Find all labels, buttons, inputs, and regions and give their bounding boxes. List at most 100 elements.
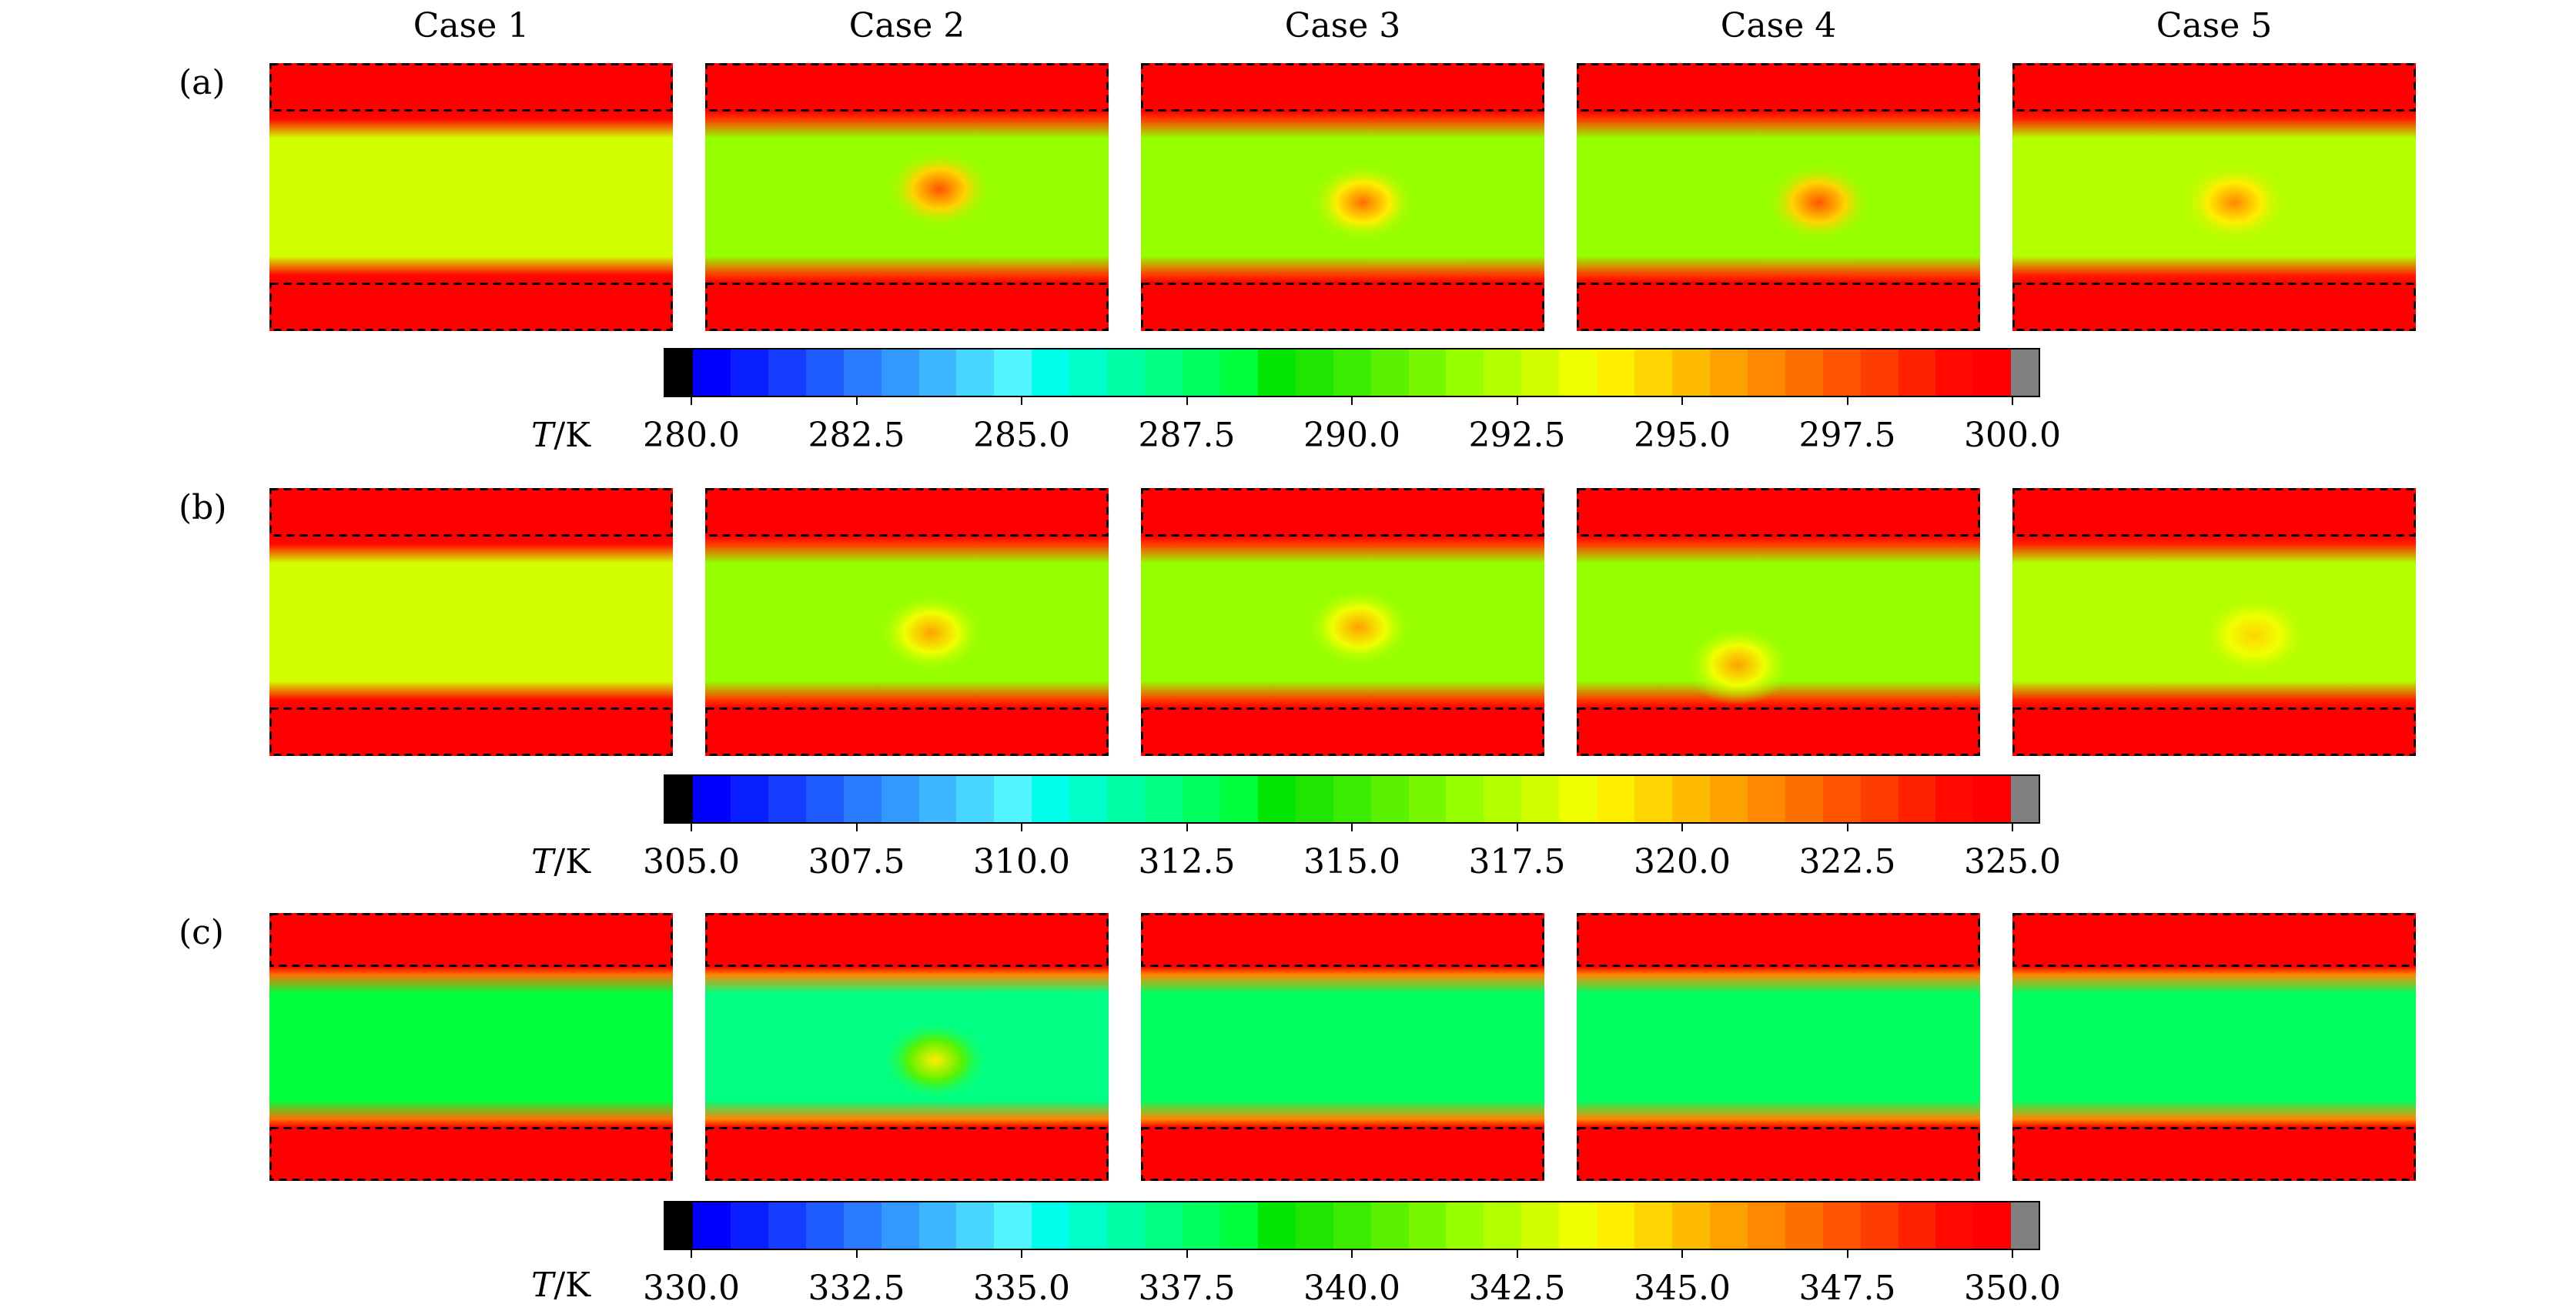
case-title-5: Case 5 [2156,6,2273,45]
colorbar-swatch [994,776,1032,822]
colorbar-swatch [1257,776,1296,822]
colorbar-tick-label: 332.5 [808,1269,905,1308]
colorbar-swatch [805,776,844,822]
hotspot [1304,587,1413,667]
colorbar-swatch [1559,1202,1597,1249]
row-label-c: (c) [179,913,224,952]
hotspot [2180,162,2289,242]
colorbar-swatch [1069,349,1108,396]
temperature-field [269,913,673,1181]
wall-region-outline [2012,63,2416,112]
wall-region-outline [269,63,673,112]
colorbar-swatch [665,776,693,822]
hotspot [881,1020,989,1101]
contour-panel [1577,488,1980,756]
colorbar-swatch [2011,776,2039,822]
temperature-field [1577,488,1980,756]
colorbar-swatch [1709,776,1748,822]
unit-text: /K [554,842,591,881]
hotspot [885,149,993,229]
colorbar-swatch [1822,1202,1861,1249]
colorbar-swatch [1182,776,1220,822]
colorbar-swatch [918,776,957,822]
colorbar-swatch [1145,349,1183,396]
hotspot [1765,162,1873,242]
colorbar-tick-mark [1021,397,1022,405]
colorbar-swatch [1935,349,1974,396]
colorbar-b-unit: T/K [531,842,590,881]
colorbar-swatch [956,1202,995,1249]
wall-region-outline [1141,283,1544,331]
colorbar-swatch [1408,349,1447,396]
row-label-b: (b) [179,488,227,527]
colorbar-swatch [918,349,957,396]
colorbar-tick-mark [1351,824,1353,831]
temperature-field [1141,913,1544,1181]
colorbar-swatch [881,776,919,822]
colorbar-tick-label: 320.0 [1634,842,1731,881]
colorbar-tick-label: 315.0 [1303,842,1400,881]
colorbar-swatch [730,1202,768,1249]
colorbar-swatch [1032,1202,1070,1249]
colorbar-swatch [1973,776,2012,822]
wall-region-outline [2012,707,2416,756]
wall-region-outline [1577,913,1980,967]
colorbar-tick-mark [691,397,692,405]
colorbar-swatch [1182,349,1220,396]
colorbar-swatch [1822,349,1861,396]
colorbar-swatch [1747,349,1785,396]
colorbar-swatch [1069,776,1108,822]
colorbar-swatch [1935,776,1974,822]
colorbar-swatch [1709,349,1748,396]
wall-region-outline [1141,488,1544,537]
colorbar-swatch [918,1202,957,1249]
colorbar-tick-mark [855,824,858,831]
colorbar-swatch [730,349,768,396]
wall-region-outline [1577,488,1980,537]
wall-region-outline [2012,283,2416,331]
colorbar-tick-label: 292.5 [1468,416,1566,455]
colorbar-swatch [1107,1202,1146,1249]
colorbar-swatch [1295,349,1333,396]
colorbar-swatch [1145,1202,1183,1249]
colorbar-swatch [730,776,768,822]
colorbar-tick-label: 300.0 [1964,416,2061,455]
colorbar-swatch [768,349,806,396]
wall-region-outline [269,913,673,967]
colorbar-swatch [1559,776,1597,822]
colorbar-swatch [1935,1202,1974,1249]
colorbar-swatch [805,1202,844,1249]
colorbar-tick-label: 307.5 [808,842,905,881]
colorbar-swatch [1785,349,1823,396]
colorbar-swatch [693,776,731,822]
colorbar-swatch [1671,776,1710,822]
colorbar-tick-label: 347.5 [1798,1269,1896,1308]
wall-region-outline [1577,63,1980,112]
colorbar-swatch [1671,1202,1710,1249]
case-title-2: Case 2 [848,6,965,45]
colorbar-tick-label: 345.0 [1634,1269,1731,1308]
colorbar-swatch [1860,349,1899,396]
unit-text: /K [554,1266,591,1305]
colorbar-tick-label: 340.0 [1303,1269,1400,1308]
wall-region-outline [269,488,673,537]
colorbar-swatch [693,349,731,396]
colorbar-swatch [1484,776,1522,822]
colorbar-swatch [1446,1202,1484,1249]
colorbar-swatch [1597,349,1635,396]
temperature-field [269,488,673,756]
hotspot [1684,624,1792,705]
wall-region-outline [705,707,1109,756]
colorbar-swatch [1521,1202,1560,1249]
colorbar-swatch [1219,1202,1258,1249]
contour-panel [705,913,1109,1181]
colorbar-swatch [1370,776,1409,822]
colorbar-swatch [1521,776,1560,822]
colorbar-swatch [1446,349,1484,396]
wall-region-outline [2012,488,2416,537]
colorbar-swatch [1408,1202,1447,1249]
colorbar-tick-label: 295.0 [1634,416,1731,455]
hotspot [1309,162,1417,242]
wall-region-outline [269,283,673,331]
wall-region-outline [1141,1127,1544,1181]
